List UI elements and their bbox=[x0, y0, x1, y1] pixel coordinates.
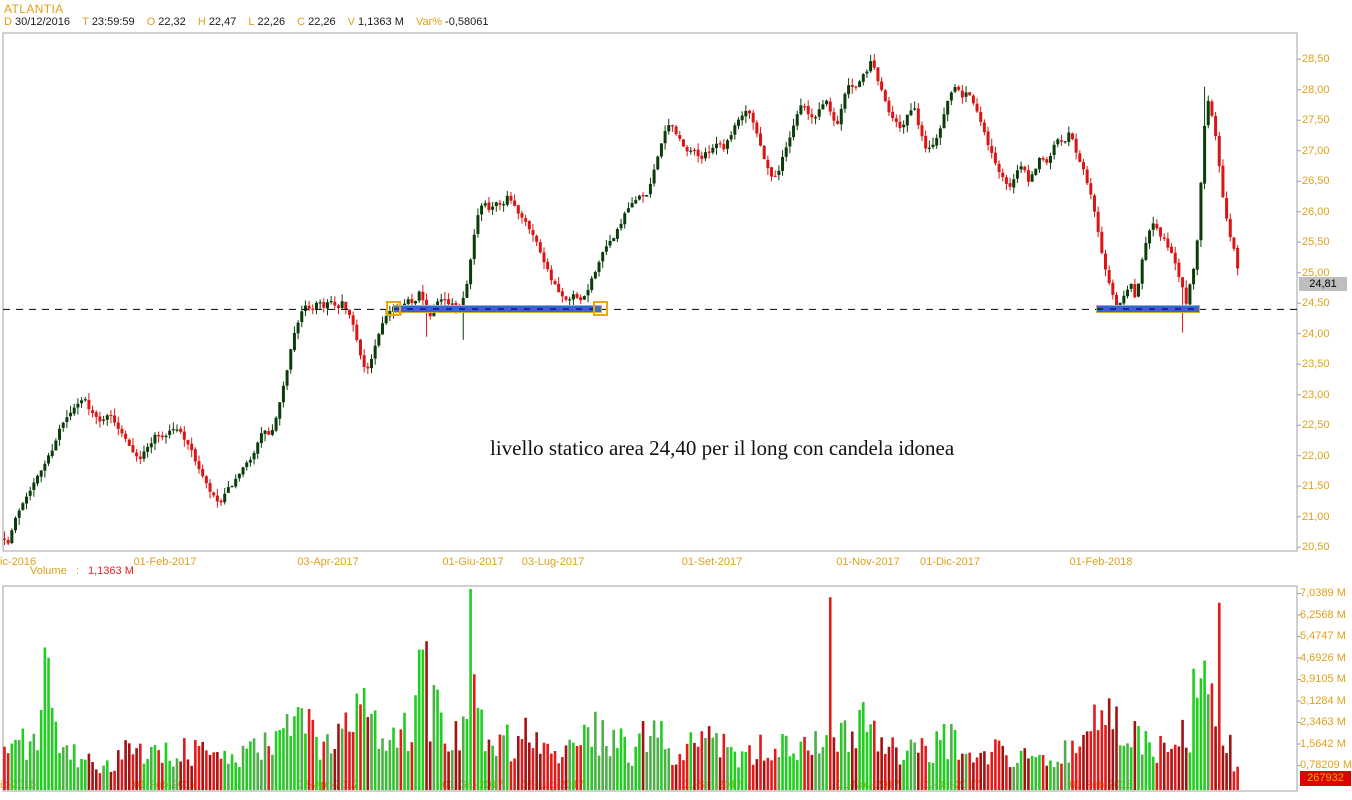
volume-indicator-label: Volume bbox=[30, 565, 67, 577]
field-volume-value: 1,1363 M bbox=[358, 16, 404, 28]
price-tick-label: 23,00 bbox=[1302, 388, 1330, 401]
segment-dash-pattern bbox=[1097, 308, 1199, 311]
price-tick-label: 25,00 bbox=[1302, 266, 1330, 279]
price-tick-label: 26,00 bbox=[1302, 205, 1330, 218]
support-segment-2[interactable] bbox=[1096, 305, 1200, 314]
date-tick-label: 03-Apr-2017 bbox=[297, 556, 359, 568]
price-tick-label: 23,50 bbox=[1302, 358, 1330, 371]
date-tick-label: 01-Nov-2017 bbox=[836, 556, 900, 568]
date-tick-label: 01-Set-2017 bbox=[681, 556, 743, 568]
volume-indicator-header: Volume : 1,1363 M bbox=[0, 565, 1352, 578]
volume-tick-label: 0,78209 M bbox=[1300, 759, 1352, 772]
field-open-label: O bbox=[146, 16, 156, 28]
price-tick-label: 21,50 bbox=[1302, 480, 1330, 493]
support-segment-1[interactable] bbox=[393, 305, 602, 314]
field-time-label: T bbox=[82, 16, 89, 28]
price-tick-label: 22,50 bbox=[1302, 419, 1330, 432]
field-low-label: L bbox=[248, 16, 255, 28]
volume-tick-label: 3,9105 M bbox=[1300, 673, 1346, 686]
segment-handle-left[interactable] bbox=[386, 301, 401, 317]
chart-text-annotation[interactable]: livello statico area 24,40 per il long c… bbox=[490, 436, 955, 460]
segment-handle-right[interactable] bbox=[593, 301, 608, 317]
segment-dash-pattern bbox=[394, 308, 601, 311]
volume-tick-label: 2,3463 M bbox=[1300, 716, 1346, 729]
price-tick-label: 24,00 bbox=[1302, 327, 1330, 340]
volume-tick-label: 5,4747 M bbox=[1300, 630, 1346, 643]
field-volume-label: V bbox=[347, 16, 356, 28]
price-tick-label: 24,50 bbox=[1302, 297, 1330, 310]
volume-tick-label: 6,2568 M bbox=[1300, 608, 1346, 621]
date-tick-label: 01-Feb-2018 bbox=[1069, 556, 1133, 568]
price-tick-label: 25,50 bbox=[1302, 236, 1330, 249]
price-tick-label: 21,00 bbox=[1302, 510, 1330, 523]
date-tick-label: ic-2016 bbox=[0, 556, 37, 568]
price-tick-label: 28,50 bbox=[1302, 53, 1330, 66]
last-volume-badge: 267932 bbox=[1300, 771, 1351, 786]
instrument-title: ATLANTIA bbox=[4, 2, 64, 16]
volume-indicator-value: 1,1363 M bbox=[88, 565, 134, 577]
date-tick-label: 01-Dic-2017 bbox=[920, 556, 980, 568]
field-close-label: C bbox=[297, 16, 306, 28]
volume-tick-label: 7,0389 M bbox=[1300, 587, 1346, 600]
volume-indicator-separator: : bbox=[76, 565, 80, 577]
last-price-badge: 24,81 bbox=[1299, 277, 1347, 292]
field-time-value: 23:59:59 bbox=[91, 16, 135, 28]
price-tick-label: 20,50 bbox=[1302, 541, 1330, 554]
field-low-value: 22,26 bbox=[257, 16, 286, 28]
price-tick-label: 27,50 bbox=[1302, 114, 1330, 127]
date-tick-label: 01-Feb-2017 bbox=[133, 556, 197, 568]
field-var-label: Var% bbox=[415, 16, 443, 28]
field-var-value: -0,58061 bbox=[445, 16, 489, 28]
field-high-value: 22,47 bbox=[208, 16, 237, 28]
price-tick-label: 28,00 bbox=[1302, 83, 1330, 96]
price-tick-label: 26,50 bbox=[1302, 175, 1330, 188]
price-tick-label: 27,00 bbox=[1302, 144, 1330, 157]
date-tick-label: 01-Giu-2017 bbox=[442, 556, 504, 568]
volume-tick-label: 3,1284 M bbox=[1300, 694, 1346, 707]
field-high-label: H bbox=[197, 16, 206, 28]
volume-tick-label: 4,6926 M bbox=[1300, 651, 1346, 664]
volume-tick-label: 1,5642 M bbox=[1300, 737, 1346, 750]
date-tick-label: 03-Lug-2017 bbox=[521, 556, 585, 568]
field-open-value: 22,32 bbox=[158, 16, 186, 28]
price-tick-label: 22,00 bbox=[1302, 449, 1330, 462]
ohlc-info-bar: D 30/12/2016 T 23:59:59 O 22,32 H 22,47 L 22,… bbox=[4, 16, 488, 28]
field-date-value: 30/12/2016 bbox=[14, 16, 71, 28]
field-date-label: D bbox=[4, 16, 12, 28]
field-close-value: 22,26 bbox=[308, 16, 336, 28]
